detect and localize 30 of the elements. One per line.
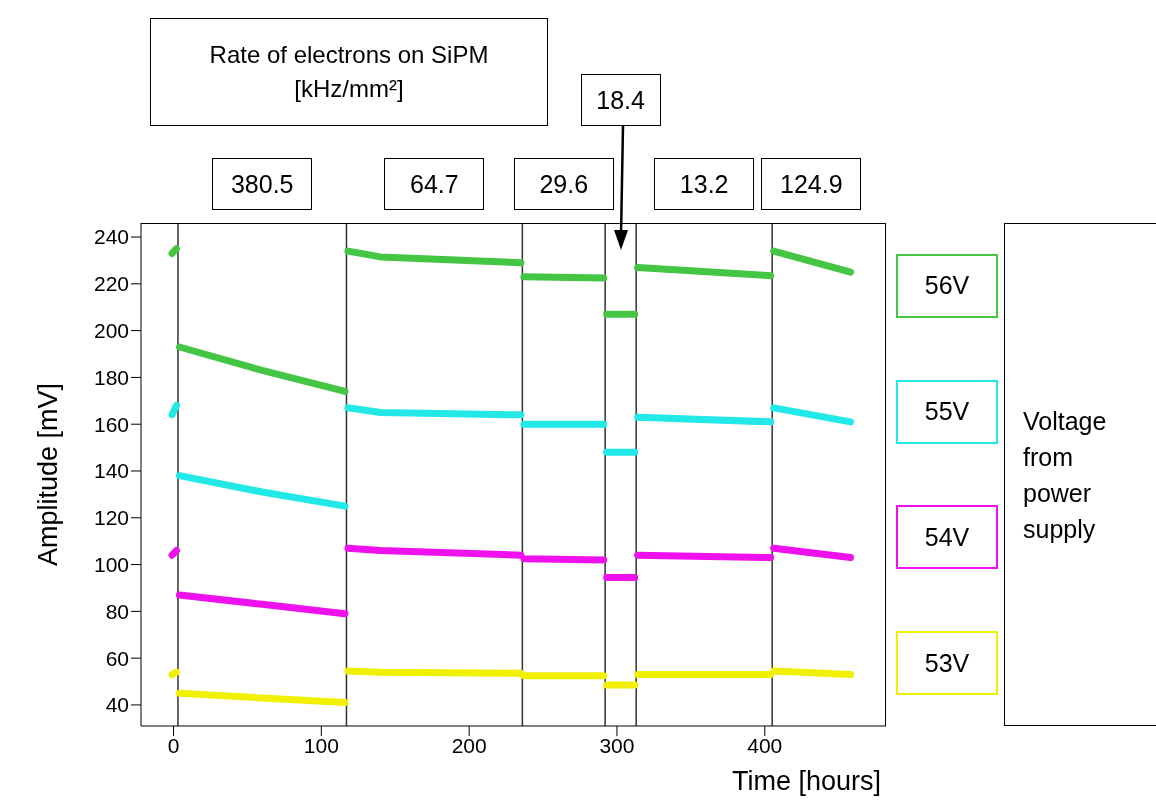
y-tick-label: 240 bbox=[93, 225, 129, 249]
y-tick-label: 180 bbox=[93, 365, 129, 389]
x-tick-label: 100 bbox=[303, 733, 339, 757]
y-tick-label: 160 bbox=[93, 412, 129, 436]
y-tick-label: 200 bbox=[93, 319, 129, 343]
y-tick-label: 80 bbox=[105, 599, 129, 623]
text: 29.6 bbox=[513, 158, 614, 210]
x-tick-label: 400 bbox=[747, 733, 783, 757]
y-tick-label: 100 bbox=[93, 553, 129, 577]
y-tick-label: 140 bbox=[93, 459, 129, 483]
x-tick-label: 0 bbox=[167, 733, 180, 757]
y-tick-label: 60 bbox=[105, 646, 129, 670]
y-tick-label: 120 bbox=[93, 506, 129, 530]
y-axis-title: Amplitude [mV] bbox=[32, 381, 64, 568]
legend-title: Voltage from power supply bbox=[1004, 223, 1156, 726]
text: 54V bbox=[896, 505, 998, 570]
text: 55V bbox=[896, 379, 998, 444]
text: 13.2 bbox=[654, 158, 755, 210]
y-tick-label: 40 bbox=[105, 693, 129, 717]
x-tick-label: 300 bbox=[599, 733, 635, 757]
x-axis-title: Time [hours] bbox=[731, 766, 881, 797]
y-tick-label: 220 bbox=[93, 272, 129, 296]
x-tick-label: 200 bbox=[451, 733, 487, 757]
chart-title: Rate of electrons on SiPM [kHz/mm²] bbox=[150, 18, 548, 126]
text: 124.9 bbox=[761, 158, 862, 210]
text: 56V bbox=[896, 253, 998, 318]
text: 53V bbox=[896, 631, 998, 696]
text: 18.4 bbox=[580, 74, 661, 126]
text: 64.7 bbox=[384, 158, 485, 210]
text: 380.5 bbox=[212, 158, 313, 210]
